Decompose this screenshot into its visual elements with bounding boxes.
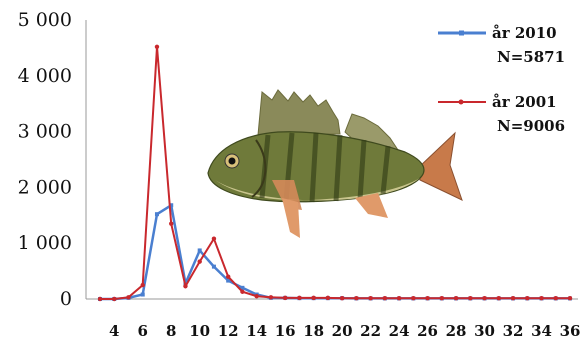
x-tick-label: 10 bbox=[189, 322, 210, 340]
x-tick-label: 24 bbox=[389, 322, 410, 340]
series-1-point bbox=[468, 295, 473, 301]
y-tick-label: 0 bbox=[60, 288, 72, 310]
series-1-point bbox=[396, 295, 402, 301]
x-tick-label: 32 bbox=[503, 322, 524, 340]
series-0-point bbox=[197, 248, 202, 253]
series-1-point bbox=[240, 289, 245, 294]
series-1-point bbox=[112, 296, 117, 302]
series-1-point bbox=[197, 259, 202, 264]
x-tick-label: 18 bbox=[303, 322, 324, 340]
series-1-point bbox=[382, 295, 388, 301]
y-tick-label: 4 000 bbox=[18, 65, 72, 87]
x-tick-label: 12 bbox=[218, 322, 239, 340]
series-0-point bbox=[211, 264, 216, 269]
series-1-point bbox=[339, 295, 345, 301]
series-0-point bbox=[240, 285, 245, 290]
series-1-point bbox=[510, 295, 516, 301]
series-1-point bbox=[311, 295, 316, 301]
series-1-point bbox=[154, 44, 160, 49]
series-1-point bbox=[411, 295, 416, 301]
series-1-point bbox=[482, 295, 487, 301]
legend-item-2001: år 2001 N=9006 bbox=[438, 93, 565, 135]
legend: år 2010 N=5871 år 2001 N=9006 bbox=[438, 24, 565, 135]
legend-marker-2001 bbox=[458, 99, 464, 105]
series-lines bbox=[97, 44, 573, 302]
series-1-point bbox=[254, 294, 259, 299]
series-1-point bbox=[282, 295, 288, 301]
legend-label-2001: år 2001 bbox=[492, 93, 557, 111]
y-tick-label: 1 000 bbox=[18, 232, 72, 254]
x-tick-label: 26 bbox=[417, 322, 438, 340]
x-tick-label: 34 bbox=[531, 322, 552, 340]
series-0-point bbox=[154, 212, 159, 217]
x-tick-label: 8 bbox=[166, 322, 176, 340]
series-1-point bbox=[268, 295, 274, 300]
x-tick-label: 30 bbox=[474, 322, 495, 340]
legend-sublabel-2010: N=5871 bbox=[497, 48, 565, 66]
x-tick-label: 6 bbox=[138, 322, 148, 340]
series-1-point bbox=[225, 274, 231, 279]
y-tick-label: 2 000 bbox=[18, 176, 72, 198]
series-1-point bbox=[425, 295, 430, 301]
series-1-point bbox=[368, 295, 373, 301]
perch-fish-illustration bbox=[207, 89, 463, 238]
x-tick-label: 16 bbox=[275, 322, 296, 340]
series-0-point bbox=[226, 278, 231, 283]
legend-label-2010: år 2010 bbox=[492, 24, 557, 42]
series-1-point bbox=[325, 295, 331, 301]
x-tick-label: 20 bbox=[332, 322, 353, 340]
legend-marker-2010 bbox=[459, 30, 464, 36]
series-1-point bbox=[183, 283, 188, 289]
x-tick-labels: 4 6 8 10 12 14 16 18 20 22 24 26 28 30 32 34 36 bbox=[109, 322, 580, 340]
y-tick-label: 3 000 bbox=[18, 121, 72, 143]
x-tick-label: 28 bbox=[446, 322, 467, 340]
series-1-point bbox=[553, 295, 558, 301]
y-tick-label: 5 000 bbox=[18, 9, 72, 31]
legend-item-2010: år 2010 N=5871 bbox=[438, 24, 565, 66]
series-1-point bbox=[439, 295, 445, 301]
series-1-point bbox=[297, 295, 302, 301]
series-0-point bbox=[169, 203, 174, 208]
series-1-point bbox=[453, 295, 459, 301]
series-1-point bbox=[496, 295, 501, 301]
series-line-1 bbox=[100, 46, 570, 300]
legend-sublabel-2001: N=9006 bbox=[497, 117, 565, 135]
series-1-point bbox=[211, 236, 217, 241]
x-tick-label: 14 bbox=[246, 322, 267, 340]
series-1-point bbox=[525, 295, 530, 301]
series-0-point bbox=[140, 292, 145, 297]
y-tick-labels: 0 1 000 2 000 3 000 4 000 5 000 bbox=[18, 9, 72, 310]
series-1-point bbox=[567, 295, 573, 301]
series-1-point bbox=[169, 221, 174, 226]
series-1-point bbox=[354, 295, 359, 301]
x-tick-label: 22 bbox=[360, 322, 381, 340]
x-tick-label: 4 bbox=[109, 322, 119, 340]
series-1-point bbox=[126, 295, 131, 300]
x-tick-label: 36 bbox=[560, 322, 581, 340]
series-1-point bbox=[97, 296, 103, 302]
series-1-point bbox=[539, 295, 544, 301]
series-1-point bbox=[140, 282, 145, 288]
